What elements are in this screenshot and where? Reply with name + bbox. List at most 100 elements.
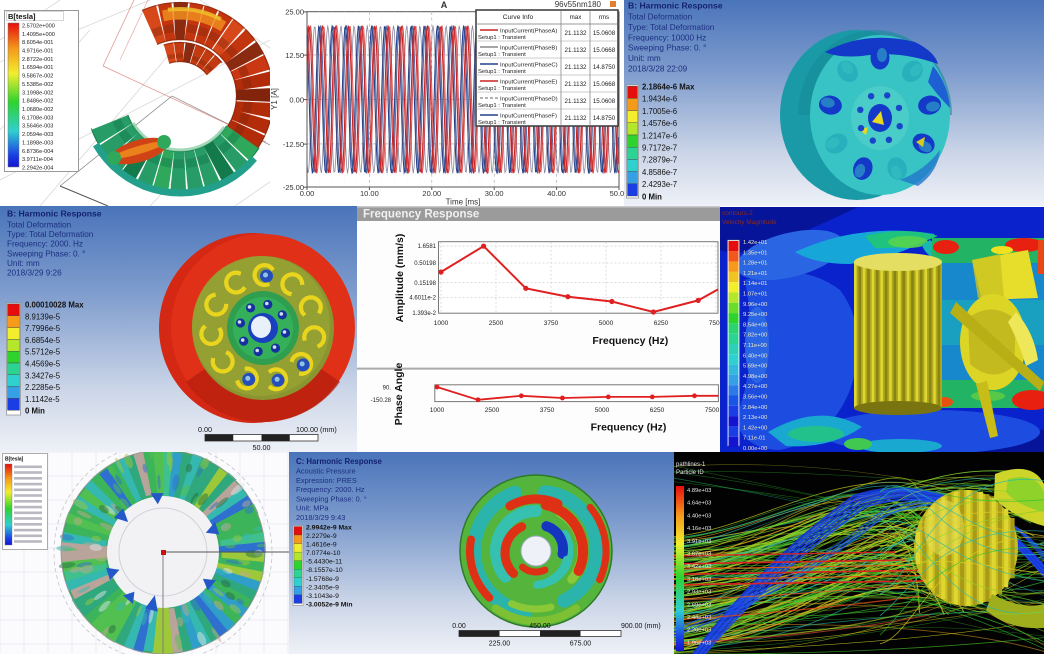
- svg-text:2.13e+00: 2.13e+00: [743, 415, 767, 421]
- svg-text:1.07e+01: 1.07e+01: [743, 292, 767, 298]
- svg-text:1.4095e+000: 1.4095e+000: [22, 32, 55, 38]
- svg-text:225.00: 225.00: [489, 641, 511, 648]
- svg-text:2.93e+03: 2.93e+03: [687, 590, 711, 596]
- svg-text:InputCurrent(PhaseF): InputCurrent(PhaseF): [500, 114, 557, 120]
- svg-text:2500: 2500: [485, 407, 500, 414]
- svg-text:6.8736e-004: 6.8736e-004: [22, 149, 53, 155]
- svg-text:3.18e+03: 3.18e+03: [687, 577, 711, 583]
- svg-text:4.64e+03: 4.64e+03: [687, 501, 711, 507]
- svg-text:4.4569e-5: 4.4569e-5: [25, 360, 61, 369]
- svg-text:InputCurrent(PhaseB): InputCurrent(PhaseB): [500, 46, 557, 52]
- svg-text:Setup1 : Transient: Setup1 : Transient: [478, 86, 526, 92]
- svg-text:15.0608: 15.0608: [593, 98, 616, 105]
- svg-text:90.: 90.: [383, 386, 392, 392]
- svg-text:6250: 6250: [654, 320, 669, 327]
- svg-text:6.1708e-003: 6.1708e-003: [22, 115, 53, 121]
- svg-text:9.25e+00: 9.25e+00: [743, 312, 767, 318]
- svg-text:Expression: PRES: Expression: PRES: [296, 476, 357, 485]
- svg-text:Setup1 : Transient: Setup1 : Transient: [478, 35, 526, 41]
- svg-text:1.1142e-5: 1.1142e-5: [25, 395, 60, 404]
- svg-text:Sweeping Phase: 0. °: Sweeping Phase: 0. °: [628, 44, 706, 53]
- svg-text:-3.1043e-9: -3.1043e-9: [306, 593, 339, 600]
- svg-text:3.56e+00: 3.56e+00: [743, 395, 767, 401]
- svg-text:Type: Total Deformation: Type: Total Deformation: [7, 230, 94, 239]
- svg-text:1000: 1000: [434, 320, 449, 327]
- svg-text:3.5646e-003: 3.5646e-003: [22, 124, 53, 130]
- svg-text:4.16e+03: 4.16e+03: [687, 526, 711, 532]
- svg-text:Acoustic Pressure: Acoustic Pressure: [296, 467, 356, 476]
- svg-text:max: max: [570, 14, 583, 21]
- svg-text:4.9716e-001: 4.9716e-001: [22, 49, 53, 55]
- svg-text:rms: rms: [599, 14, 609, 21]
- svg-text:Setup1 : Transient: Setup1 : Transient: [478, 120, 526, 126]
- svg-text:1.8486e-002: 1.8486e-002: [22, 99, 53, 105]
- svg-text:5000: 5000: [595, 407, 610, 414]
- svg-text:7.11e+00: 7.11e+00: [743, 343, 767, 349]
- svg-text:-2.3405e-9: -2.3405e-9: [306, 584, 339, 591]
- svg-text:8.6054e-001: 8.6054e-001: [22, 40, 53, 46]
- svg-text:contours-2: contours-2: [722, 210, 753, 217]
- svg-text:30.00: 30.00: [485, 189, 504, 198]
- svg-text:12.50: 12.50: [285, 51, 304, 60]
- svg-text:1.0680e-002: 1.0680e-002: [22, 107, 53, 113]
- svg-text:Curve Info: Curve Info: [503, 14, 534, 21]
- svg-text:7.2879e-7: 7.2879e-7: [642, 156, 677, 165]
- svg-text:0 Min: 0 Min: [25, 407, 45, 416]
- svg-text:B[tesla]: B[tesla]: [8, 12, 36, 21]
- svg-text:Total Deformation: Total Deformation: [7, 221, 72, 230]
- svg-text:InputCurrent(PhaseC): InputCurrent(PhaseC): [500, 63, 558, 69]
- svg-text:Frequency (Hz): Frequency (Hz): [591, 422, 667, 434]
- svg-text:Unit: mm: Unit: mm: [628, 54, 661, 63]
- svg-text:5.5712e-5: 5.5712e-5: [25, 348, 61, 357]
- svg-text:1.42e+00: 1.42e+00: [743, 425, 767, 431]
- svg-text:10.00: 10.00: [360, 189, 379, 198]
- svg-text:4.89e+03: 4.89e+03: [687, 488, 711, 494]
- svg-text:Velocity Magnitude: Velocity Magnitude: [722, 219, 777, 226]
- svg-text:3750: 3750: [544, 320, 559, 327]
- svg-text:InputCurrent(PhaseA): InputCurrent(PhaseA): [500, 29, 557, 35]
- svg-text:1.7005e-6: 1.7005e-6: [642, 107, 677, 116]
- svg-text:Frequency: 10000 Hz: Frequency: 10000 Hz: [628, 33, 706, 42]
- svg-text:1000: 1000: [430, 407, 445, 414]
- svg-text:9.96e+00: 9.96e+00: [743, 302, 767, 308]
- svg-text:7500: 7500: [709, 320, 724, 327]
- svg-text:3.91e+03: 3.91e+03: [687, 539, 711, 545]
- svg-text:Frequency: 2000. Hz: Frequency: 2000. Hz: [7, 240, 83, 249]
- svg-text:100.00 (mm): 100.00 (mm): [296, 425, 337, 434]
- svg-text:6.6854e-5: 6.6854e-5: [25, 336, 61, 345]
- svg-text:pathlines-1: pathlines-1: [676, 462, 706, 468]
- svg-text:2.2285e-5: 2.2285e-5: [25, 383, 61, 392]
- svg-text:1.42e+01: 1.42e+01: [743, 240, 767, 246]
- svg-text:Frequency: 2000. Hz: Frequency: 2000. Hz: [296, 485, 365, 494]
- svg-text:2.5702e+000: 2.5702e+000: [22, 24, 55, 30]
- svg-text:Setup1 : Transient: Setup1 : Transient: [478, 52, 526, 58]
- svg-text:4.6011e-2: 4.6011e-2: [409, 295, 436, 301]
- svg-text:25.00: 25.00: [285, 8, 304, 17]
- svg-text:21.1132: 21.1132: [565, 98, 587, 105]
- svg-text:6.40e+00: 6.40e+00: [743, 353, 767, 359]
- svg-text:Sweeping Phase: 0. °: Sweeping Phase: 0. °: [296, 494, 367, 503]
- svg-text:2018/3/29 9:26: 2018/3/29 9:26: [7, 269, 62, 278]
- svg-text:15.0668: 15.0668: [593, 47, 616, 54]
- svg-text:2.1864e-6 Max: 2.1864e-6 Max: [642, 83, 695, 92]
- svg-text:-150.28: -150.28: [371, 398, 392, 404]
- svg-text:1.6594e-001: 1.6594e-001: [22, 65, 53, 71]
- svg-text:2.4293e-7: 2.4293e-7: [642, 180, 677, 189]
- svg-text:8.54e+00: 8.54e+00: [743, 322, 767, 328]
- svg-text:21.1132: 21.1132: [565, 47, 587, 54]
- svg-text:2.2942e-004: 2.2942e-004: [22, 165, 53, 171]
- svg-text:5.69e+00: 5.69e+00: [743, 364, 767, 370]
- svg-text:450.00: 450.00: [529, 623, 551, 630]
- svg-text:Setup1 : Transient: Setup1 : Transient: [478, 69, 526, 75]
- svg-text:-12.50: -12.50: [283, 140, 304, 149]
- svg-text:B: Harmonic Response: B: Harmonic Response: [7, 209, 102, 219]
- svg-text:3.42e+03: 3.42e+03: [687, 564, 711, 570]
- svg-text:3750: 3750: [540, 407, 555, 414]
- svg-text:15.0668: 15.0668: [593, 81, 616, 88]
- svg-text:7.7996e-5: 7.7996e-5: [25, 324, 61, 333]
- svg-text:0.00: 0.00: [300, 189, 315, 198]
- svg-text:20.00: 20.00: [422, 189, 441, 198]
- svg-text:2.84e+00: 2.84e+00: [743, 405, 767, 411]
- svg-text:9.7172e-7: 9.7172e-7: [642, 144, 677, 153]
- svg-text:3.1998e-002: 3.1998e-002: [22, 90, 53, 96]
